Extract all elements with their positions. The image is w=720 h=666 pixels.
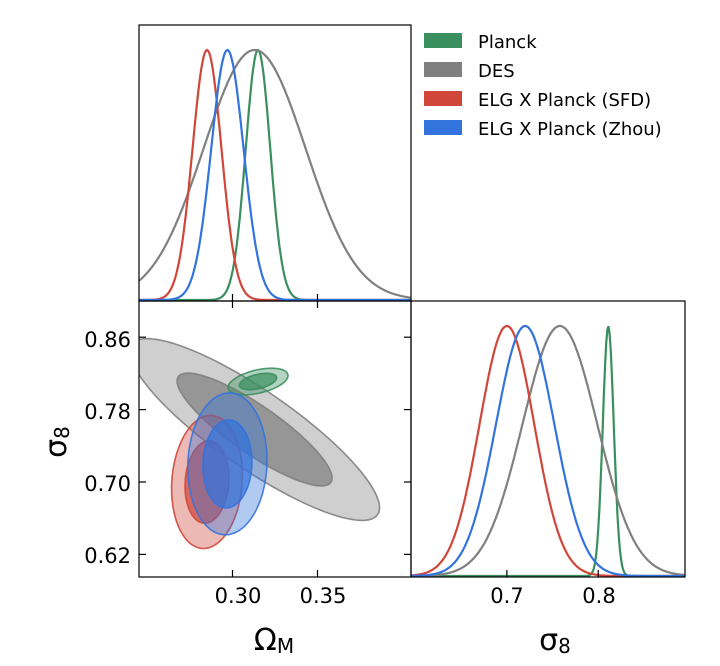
contour-inner-68-planck (238, 372, 278, 391)
legend-swatch-planck (424, 33, 462, 48)
legend-swatch-des (424, 62, 462, 77)
right-panel-frame (410, 300, 686, 578)
legend-label-elg-zhou: ELG X Planck (Zhou) (478, 119, 662, 140)
y-axis-label-sigma-8: σ8 (39, 426, 74, 458)
omega-m-posterior-curves (138, 48, 412, 302)
sigma-8-curve-des (411, 324, 686, 578)
sigma-8-curve-planck (411, 325, 685, 578)
sigma-8-curve-elg-x-planck-sfd (410, 324, 685, 578)
omega-m-curve-des (138, 48, 412, 299)
legend-swatch-elg-sfd (424, 91, 462, 106)
tick-marks (139, 294, 599, 577)
contour-layer (139, 337, 381, 550)
sigma-8-1d-tick-labels: 0.7 0.8 (490, 584, 615, 608)
contour-inner-68-des (176, 372, 333, 487)
contour-inner-68-elg-x-planck-zhou (202, 419, 253, 509)
sigma-8-tick-label: 0.7 (490, 584, 523, 608)
legend-label-planck: Planck (478, 32, 537, 53)
sigma-8-posterior-curves (410, 324, 686, 578)
sigma-8-tick-label: 0.78 (84, 400, 131, 424)
sigma-8-curve-elg-x-planck-zhou (411, 324, 685, 578)
sigma-8-tick-label: 0.86 (84, 328, 131, 352)
legend: Planck DES ELG X Planck (SFD) ELG X Plan… (424, 32, 662, 140)
omega-m-tick-labels: 0.30 0.35 (215, 584, 347, 608)
omega-m-tick-label: 0.35 (300, 584, 347, 608)
sigma-8-tick-label: 0.70 (84, 472, 131, 496)
x-axis-label-omega-m: ΩM (254, 623, 294, 658)
sigma-8-tick-label: 0.8 (582, 584, 615, 608)
legend-label-des: DES (478, 61, 515, 82)
omega-m-curve-elg-x-planck-sfd (139, 48, 411, 302)
legend-swatch-elg-zhou (424, 120, 462, 135)
sigma-8-2d-tick-labels: 0.62 0.70 0.78 0.86 (84, 328, 131, 568)
omega-m-curve-elg-x-planck-zhou (139, 48, 411, 302)
omega-m-tick-label: 0.30 (215, 584, 262, 608)
legend-label-elg-sfd: ELG X Planck (SFD) (478, 90, 651, 111)
sigma-8-tick-label: 0.62 (84, 544, 131, 568)
x-axis-label-sigma-8: σ8 (539, 623, 571, 658)
